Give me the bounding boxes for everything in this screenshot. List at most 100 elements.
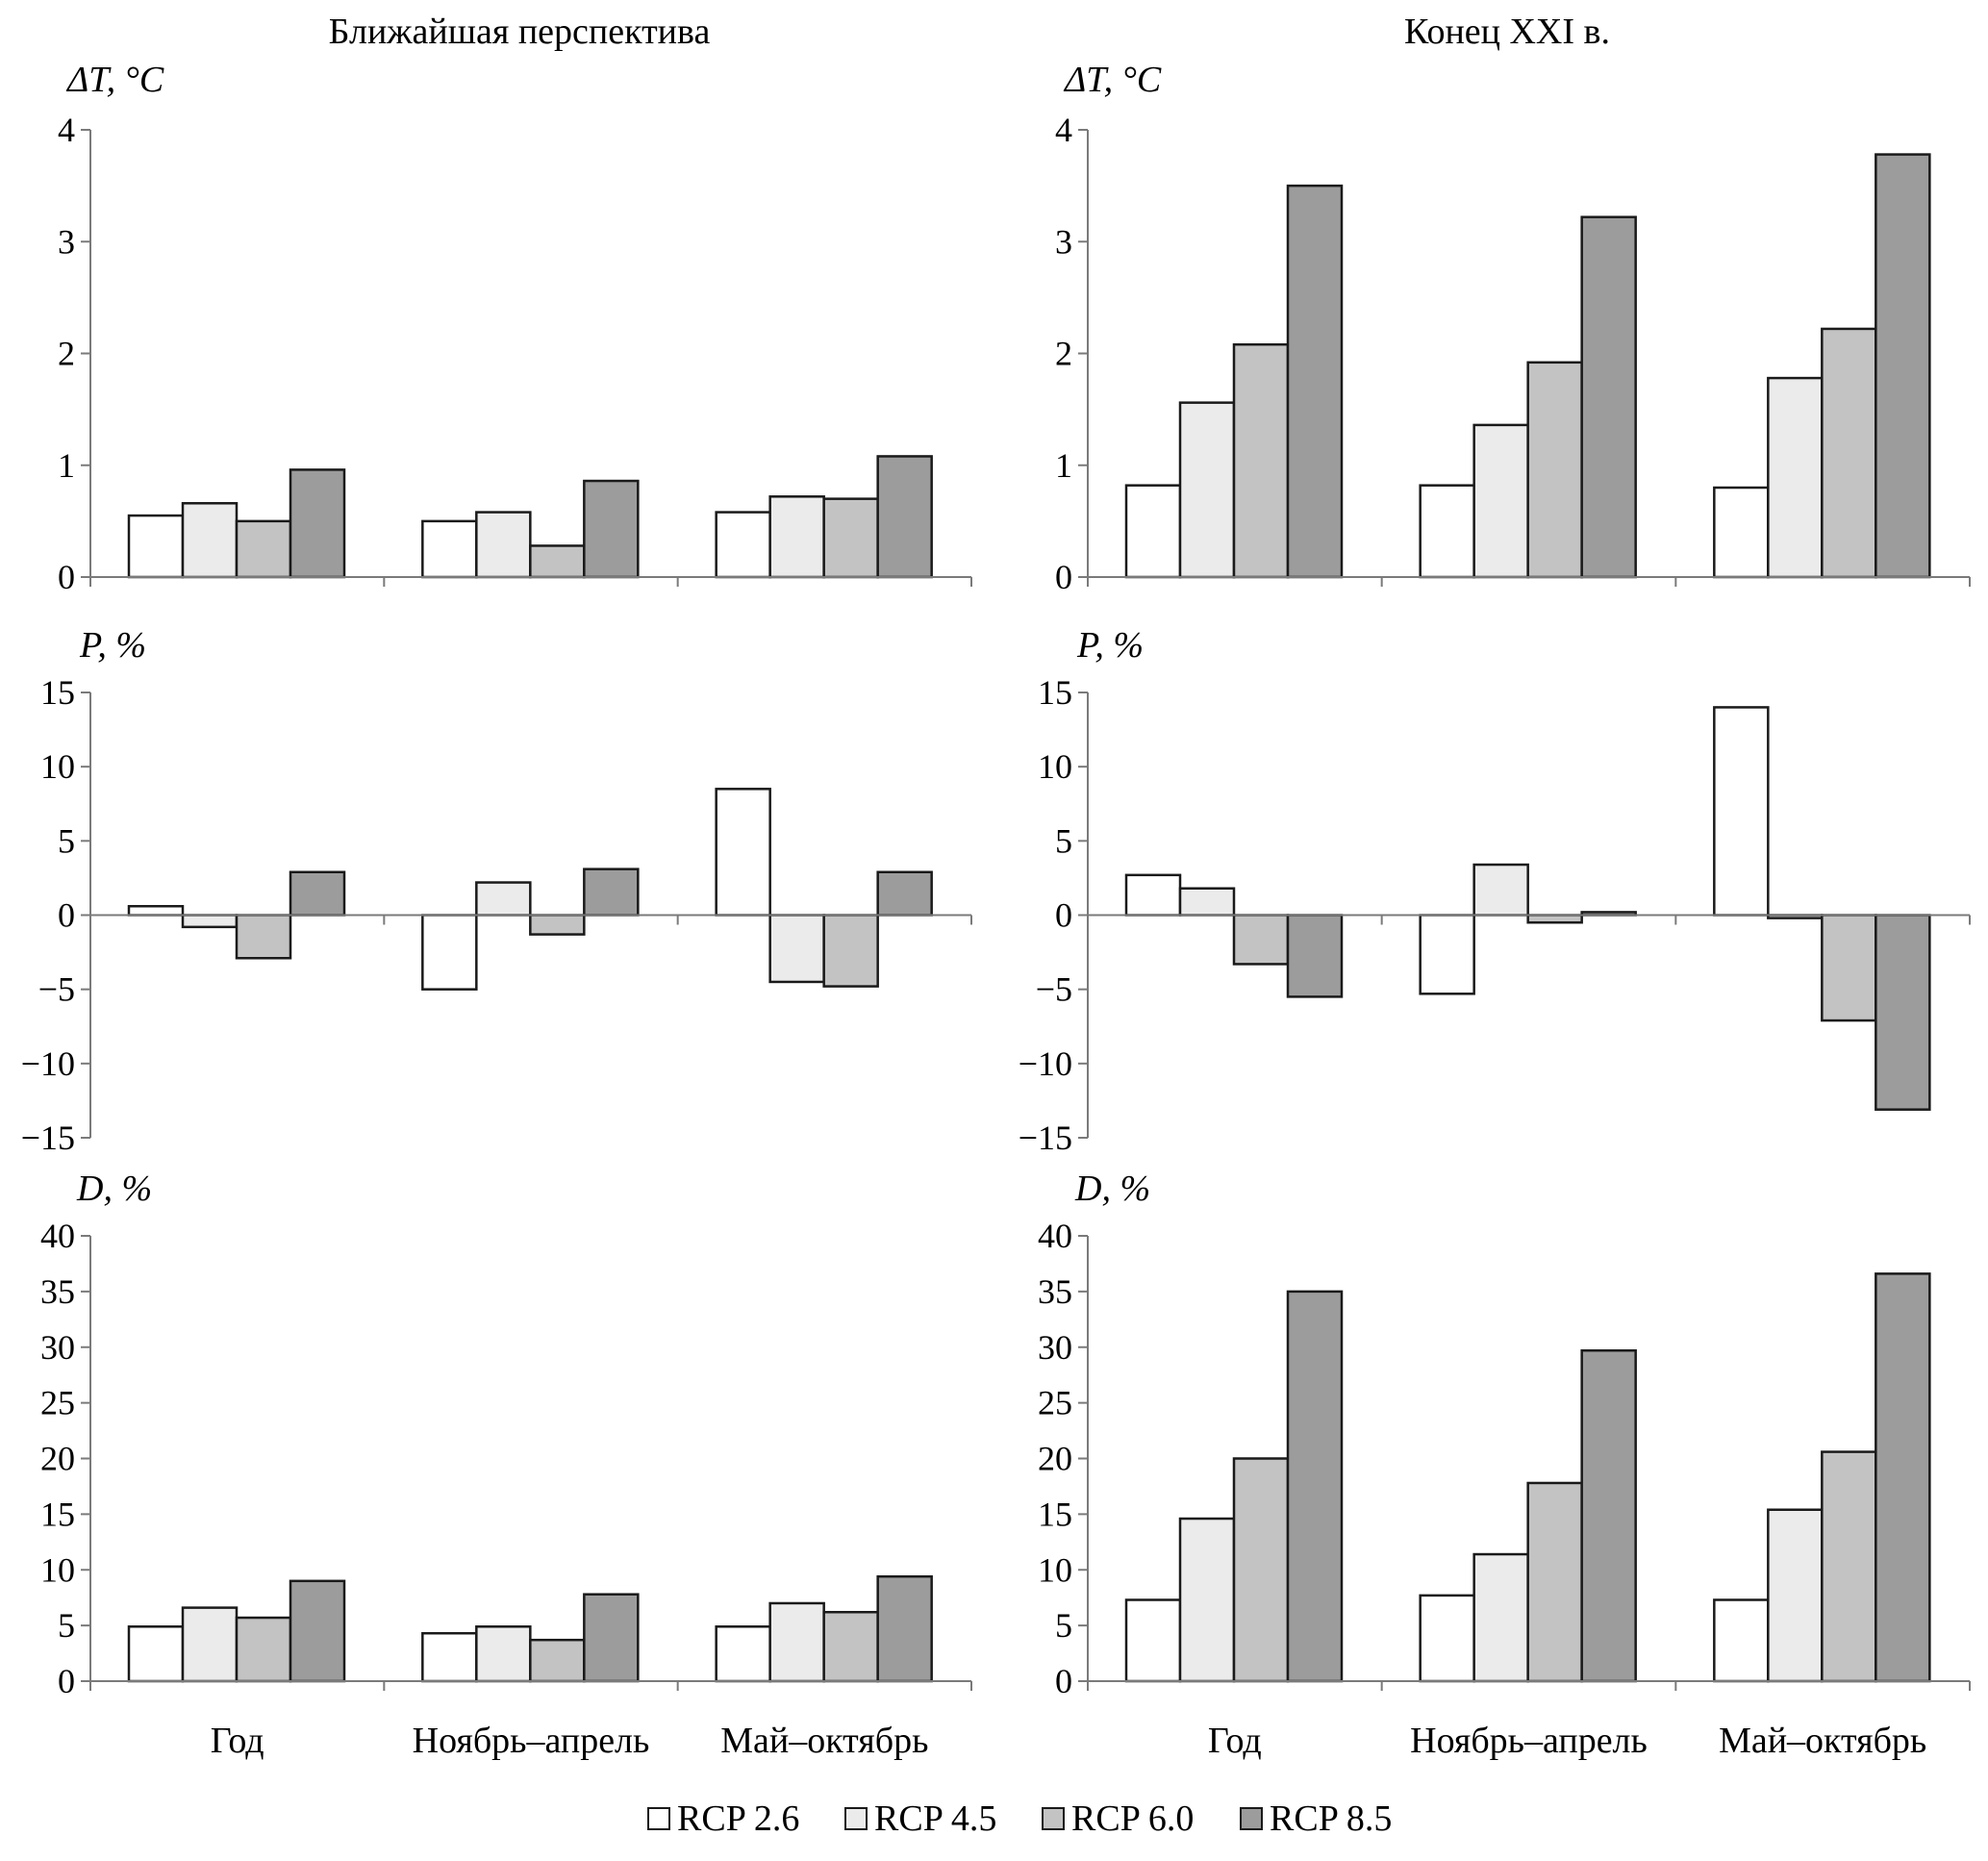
legend-swatch: [1042, 1807, 1065, 1830]
bar: [876, 1574, 933, 1683]
bar: [127, 904, 185, 917]
legend: RCP 2.6 RCP 4.5 RCP 6.0 RCP 8.5: [647, 1798, 1392, 1839]
y-tick-label: 25: [1038, 1384, 1072, 1422]
bar: [1419, 484, 1475, 579]
charts-group: ΔT, °C 0 1 2 3 4 ΔT, °C 0 1 2 3 4 P, % −15 −10 −5 0 5 10 15…: [21, 60, 1971, 1761]
legend-label: RCP 2.6: [677, 1798, 799, 1839]
bar: [822, 1610, 879, 1683]
y-tick-label: 5: [58, 1606, 75, 1645]
legend-item: RCP 2.6: [647, 1798, 799, 1839]
column-title-near: Ближайшая перспектива: [329, 12, 711, 52]
bar: [1124, 873, 1182, 917]
y-tick-label: 0: [1055, 1662, 1072, 1700]
y-tick-label: 1: [1055, 446, 1072, 485]
category-label: Май–октябрь: [720, 1721, 928, 1761]
y-tick-label: −10: [1019, 1044, 1072, 1083]
bar: [1232, 914, 1290, 966]
y-axis-label: P, %: [79, 625, 146, 666]
bar: [715, 1625, 771, 1683]
bar: [181, 502, 239, 579]
legend-label: RCP 4.5: [874, 1798, 996, 1839]
bar: [1875, 153, 1931, 579]
bar: [1178, 1517, 1236, 1683]
y-tick-label: 15: [40, 673, 75, 712]
bar: [1472, 423, 1529, 579]
y-tick-label: 35: [40, 1272, 75, 1311]
legend-swatch: [844, 1807, 868, 1830]
bar: [1767, 1508, 1824, 1683]
legend-item: RCP 4.5: [844, 1798, 996, 1839]
category-label: Год: [211, 1721, 264, 1761]
bar: [822, 497, 879, 579]
y-tick-label: 1: [58, 446, 75, 485]
bar: [1124, 1598, 1182, 1683]
bar: [1178, 887, 1236, 917]
y-tick-label: −15: [21, 1119, 75, 1157]
legend-swatch: [647, 1807, 670, 1830]
y-tick-label: 5: [1055, 1606, 1072, 1645]
bar: [289, 1579, 346, 1683]
y-tick-label: −15: [1019, 1119, 1072, 1157]
y-tick-label: 30: [40, 1328, 75, 1367]
bar: [1419, 1594, 1475, 1683]
bar: [289, 468, 346, 579]
bar: [421, 519, 478, 579]
y-tick-label: 0: [58, 896, 75, 935]
bar: [1472, 1552, 1529, 1683]
y-tick-label: 40: [1038, 1217, 1072, 1255]
y-tick-label: 2: [58, 335, 75, 373]
bar: [1286, 1290, 1344, 1683]
y-tick-label: 0: [1055, 558, 1072, 596]
bar: [1875, 914, 1931, 1111]
y-tick-label: 0: [58, 1662, 75, 1700]
bar: [583, 1593, 640, 1683]
panel-D-end: D, % 0 5 10 15 20 25 30 35 40 Год Ноябрь–апрель Май–…: [1038, 1169, 1971, 1761]
y-axis-label: D, %: [76, 1169, 152, 1209]
bar: [715, 788, 771, 917]
y-tick-label: 10: [1038, 747, 1072, 786]
y-tick-label: 0: [58, 558, 75, 596]
bar: [1580, 1348, 1637, 1683]
bar: [1286, 914, 1344, 998]
category-label: Май–октябрь: [1719, 1721, 1926, 1761]
bar: [1713, 1598, 1770, 1683]
bar: [1526, 914, 1583, 924]
category-label: Ноябрь–апрель: [413, 1721, 650, 1761]
y-axis-label: D, %: [1074, 1169, 1150, 1209]
bar: [1713, 486, 1770, 579]
panel-dT-end: ΔT, °C 0 1 2 3 4: [1055, 60, 1971, 596]
bar: [127, 514, 185, 579]
bar: [1580, 215, 1637, 579]
bar: [181, 1606, 239, 1683]
bar: [475, 511, 532, 579]
bar: [127, 1625, 185, 1683]
y-axis-label: P, %: [1076, 625, 1144, 666]
bar: [1232, 342, 1290, 579]
y-tick-label: 15: [1038, 1495, 1072, 1533]
bar: [1713, 706, 1770, 917]
column-title-end: Конец XXI в.: [1404, 12, 1610, 52]
category-label: Год: [1208, 1721, 1262, 1761]
y-axis-label: ΔT, °C: [1063, 60, 1162, 100]
bar: [529, 544, 586, 579]
legend-item: RCP 6.0: [1042, 1798, 1194, 1839]
bar: [1875, 1272, 1931, 1683]
y-tick-label: 4: [58, 111, 75, 149]
bar: [1526, 361, 1583, 579]
y-tick-label: 25: [40, 1384, 75, 1422]
y-tick-label: 20: [1038, 1440, 1072, 1478]
category-label: Ноябрь–апрель: [1410, 1721, 1648, 1761]
y-tick-label: 15: [40, 1495, 75, 1533]
bar: [421, 1631, 478, 1683]
legend-label: RCP 6.0: [1071, 1798, 1194, 1839]
bar: [768, 914, 825, 984]
panel-P-near: P, % −15 −10 −5 0 5 10 15: [21, 625, 972, 1157]
y-tick-label: 2: [1055, 335, 1072, 373]
y-tick-label: 5: [58, 821, 75, 860]
y-axis-label: ΔT, °C: [65, 60, 164, 100]
bar: [235, 914, 292, 960]
bar: [1821, 327, 1877, 579]
y-tick-label: 10: [40, 1550, 75, 1589]
bar: [181, 914, 239, 929]
